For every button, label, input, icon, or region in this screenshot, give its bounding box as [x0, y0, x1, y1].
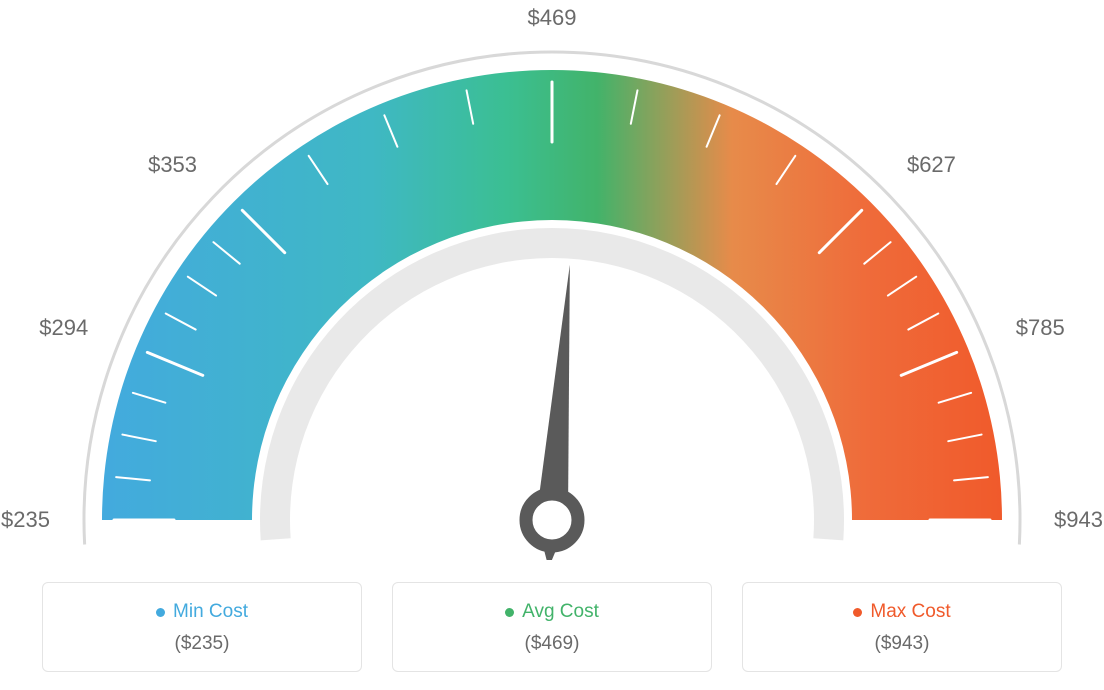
legend-title-text: Min Cost — [173, 601, 248, 623]
legend-row: Min Cost ($235) Avg Cost ($469) Max Cost… — [0, 582, 1104, 672]
gauge-tick-label: $943 — [1054, 507, 1103, 532]
dot-icon — [156, 608, 165, 617]
gauge-hub — [526, 494, 578, 546]
legend-card-max: Max Cost ($943) — [742, 582, 1062, 672]
legend-title-avg: Avg Cost — [505, 601, 599, 623]
gauge-tick-label: $469 — [528, 5, 577, 30]
gauge-svg: $235 $294 $353 $469 $627 $785 $943 — [0, 0, 1104, 560]
gauge-tick-label: $627 — [907, 152, 956, 177]
legend-card-avg: Avg Cost ($469) — [392, 582, 712, 672]
legend-title-max: Max Cost — [853, 601, 950, 623]
gauge-tick-label: $353 — [148, 152, 197, 177]
dot-icon — [853, 608, 862, 617]
gauge-tick-label: $294 — [39, 315, 88, 340]
legend-title-min: Min Cost — [156, 601, 248, 623]
cost-gauge: $235 $294 $353 $469 $627 $785 $943 — [0, 0, 1104, 560]
legend-value-avg: ($469) — [403, 633, 701, 655]
gauge-tick-label: $785 — [1016, 315, 1065, 340]
legend-title-text: Avg Cost — [522, 601, 599, 623]
gauge-tick-label: $235 — [1, 507, 50, 532]
dot-icon — [505, 608, 514, 617]
legend-card-min: Min Cost ($235) — [42, 582, 362, 672]
legend-value-max: ($943) — [753, 633, 1051, 655]
legend-value-min: ($235) — [53, 633, 351, 655]
legend-title-text: Max Cost — [870, 601, 950, 623]
